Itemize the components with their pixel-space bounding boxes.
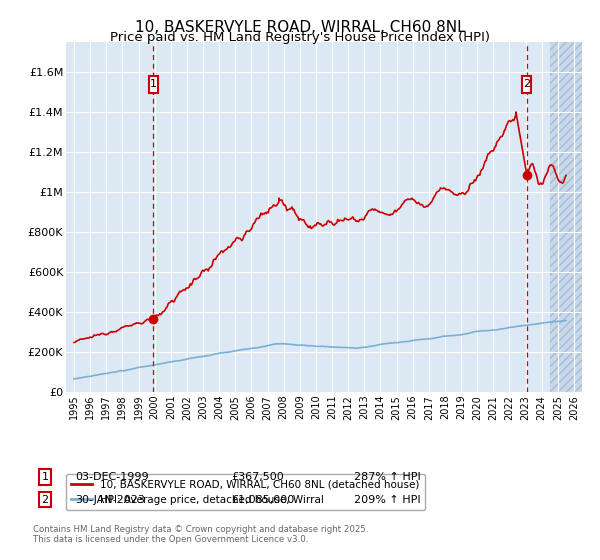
Text: 1: 1 [41, 472, 49, 482]
FancyBboxPatch shape [523, 76, 531, 92]
Legend: 10, BASKERVYLE ROAD, WIRRAL, CH60 8NL (detached house), HPI: Average price, deta: 10, BASKERVYLE ROAD, WIRRAL, CH60 8NL (d… [66, 474, 425, 510]
Text: 209% ↑ HPI: 209% ↑ HPI [354, 494, 421, 505]
Text: £367,500: £367,500 [231, 472, 284, 482]
Text: 2: 2 [41, 494, 49, 505]
Text: 2: 2 [523, 79, 530, 89]
Text: 03-DEC-1999: 03-DEC-1999 [75, 472, 149, 482]
Text: 10, BASKERVYLE ROAD, WIRRAL, CH60 8NL: 10, BASKERVYLE ROAD, WIRRAL, CH60 8NL [134, 20, 466, 35]
Bar [550, 42, 582, 392]
Text: 287% ↑ HPI: 287% ↑ HPI [354, 472, 421, 482]
Text: Price paid vs. HM Land Registry's House Price Index (HPI): Price paid vs. HM Land Registry's House … [110, 31, 490, 44]
Text: £1,085,000: £1,085,000 [231, 494, 294, 505]
Text: 30-JAN-2023: 30-JAN-2023 [75, 494, 145, 505]
FancyBboxPatch shape [149, 76, 158, 92]
Text: Contains HM Land Registry data © Crown copyright and database right 2025.
This d: Contains HM Land Registry data © Crown c… [33, 525, 368, 544]
Text: 1: 1 [150, 79, 157, 89]
